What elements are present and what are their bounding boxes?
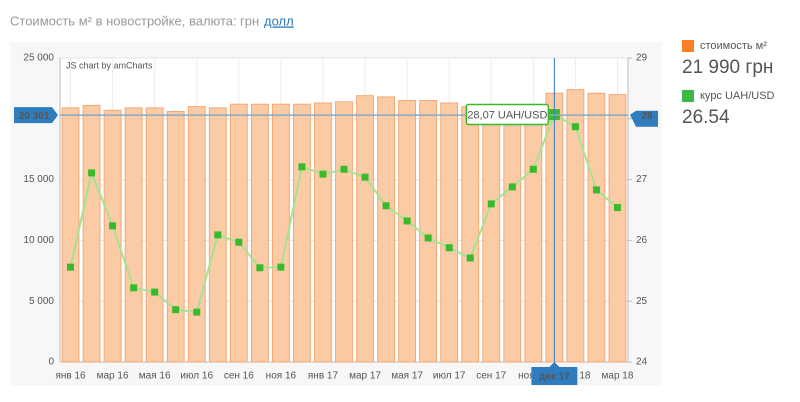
bar: [166, 111, 185, 363]
marker: [298, 163, 306, 171]
legend-value: 26.54: [682, 107, 730, 128]
bar: [587, 92, 606, 363]
chart-title: Стоимость м² в новостройке, валюта:: [10, 13, 237, 28]
x-tick-label: янв 16: [55, 371, 86, 382]
marker: [193, 308, 201, 316]
marker: [235, 238, 243, 246]
bar: [503, 104, 522, 363]
legend-swatch: [682, 40, 694, 52]
legend-value: 21 990 грн: [682, 57, 773, 78]
bar: [271, 103, 290, 363]
y-tick-label: 15 000: [23, 174, 54, 185]
currency-option[interactable]: грн: [240, 13, 259, 28]
marker: [130, 284, 138, 292]
x-tick-label: мая 17: [391, 371, 423, 382]
marker: [592, 186, 600, 194]
marker: [424, 234, 432, 242]
cursor-x-arrow: [549, 362, 560, 367]
y-tick-label: 5 000: [29, 296, 54, 307]
cursor-y-tag: [14, 107, 58, 124]
bar: [293, 103, 311, 363]
y2-tick-label: 25: [636, 296, 648, 307]
marker: [256, 264, 264, 272]
bar: [398, 100, 417, 363]
credit: JS chart by amCharts: [66, 60, 153, 70]
bar: [419, 100, 438, 363]
x-tick-label: сен 16: [224, 371, 254, 382]
bar: [356, 95, 374, 363]
x-tick-label: мар 16: [97, 371, 129, 382]
bar: [524, 106, 543, 363]
legend-swatch: [682, 90, 694, 102]
marker: [403, 217, 411, 225]
bar: [229, 103, 248, 363]
y-tick-label: 10 000: [23, 235, 54, 246]
marker: [67, 263, 75, 271]
x-tick-label: сен 17: [476, 371, 506, 382]
balloon: [465, 103, 550, 126]
x-tick-label: мая 16: [139, 371, 171, 382]
x-tick-label: мар 17: [349, 371, 381, 382]
y2-tick-label: 26: [636, 235, 648, 246]
bar: [566, 89, 585, 363]
y-tick-label: 0: [48, 357, 54, 368]
marker: [487, 200, 495, 208]
marker: [151, 288, 159, 296]
bar: [103, 109, 122, 363]
cursor-y-label: 20 301: [19, 111, 50, 122]
bar: [377, 96, 395, 363]
cursor-y2-label: 28: [641, 111, 653, 122]
marker: [361, 173, 369, 181]
marker: [508, 183, 516, 191]
marker: [529, 165, 537, 173]
legend-label: курс UAH/USD: [700, 90, 775, 102]
bar: [335, 101, 353, 363]
bar: [82, 104, 101, 363]
y-tick-label: 25 000: [23, 53, 54, 64]
bar: [440, 102, 459, 363]
marker: [340, 165, 348, 173]
marker: [466, 254, 474, 262]
x-tick-label: ноя 16: [266, 371, 297, 382]
bar: [461, 106, 480, 363]
marker: [445, 244, 453, 252]
x-tick-label: янв 17: [308, 371, 339, 382]
bar: [124, 107, 143, 363]
x-tick-label: июл 16: [180, 371, 213, 382]
bar: [61, 107, 80, 363]
marker: [277, 263, 285, 271]
marker: [214, 231, 222, 239]
x-tick-label: мар 18: [602, 371, 634, 382]
marker: [613, 204, 621, 212]
marker: [382, 202, 390, 210]
balloon-label: 28,07 UAH/USD: [467, 109, 547, 121]
marker: [109, 222, 117, 230]
y2-tick-label: 24: [636, 357, 648, 368]
y2-tick-label: 27: [636, 174, 648, 185]
cursor-y2-tag: [630, 110, 658, 127]
cursor-x-tag: [531, 367, 578, 385]
legend-label: стоимость м²: [700, 40, 767, 52]
marker: [319, 170, 327, 178]
marker: [88, 169, 96, 177]
bar: [608, 94, 627, 363]
bar: [482, 106, 501, 363]
bar: [187, 106, 206, 363]
bar: [145, 107, 164, 363]
y2-tick-label: 29: [636, 53, 648, 64]
cursor-x-label: дек 17: [539, 372, 570, 383]
currency-option[interactable]: долл: [264, 13, 294, 28]
x-tick-label: июл 17: [433, 371, 466, 382]
marker: [172, 306, 180, 314]
bar: [250, 103, 269, 363]
marker: [571, 123, 579, 131]
bar: [314, 102, 332, 363]
